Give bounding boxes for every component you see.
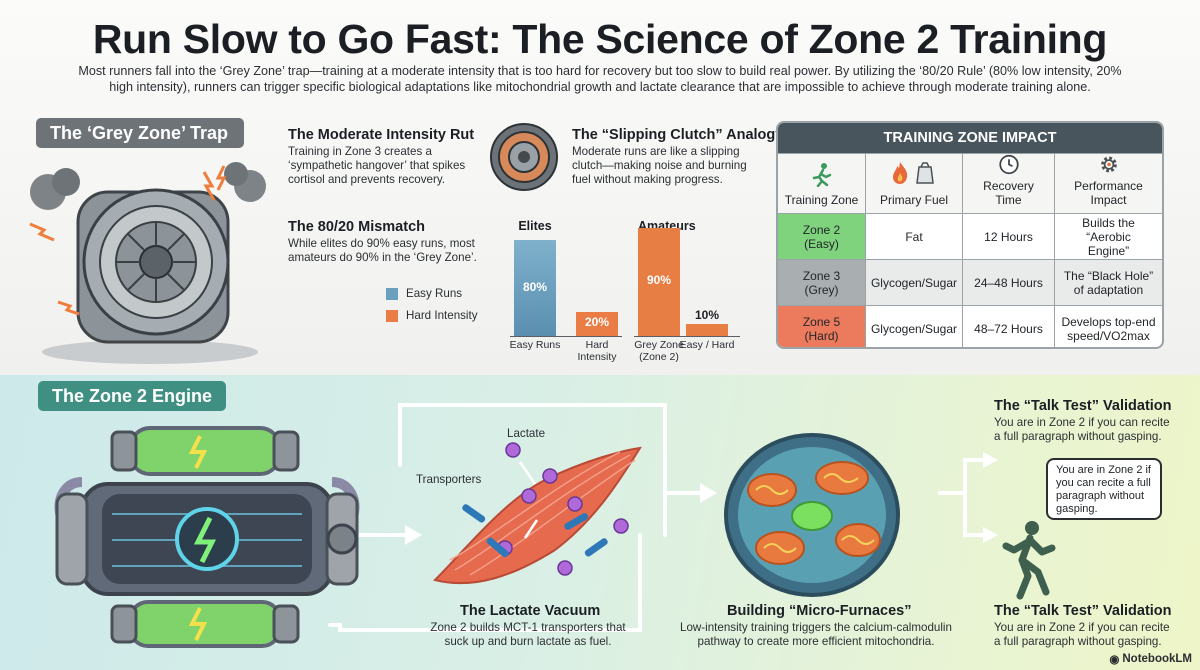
recovery-cell: 48–72 Hours [963,306,1055,347]
talk-test-heading-top: The “Talk Test” Validation [994,398,1172,414]
brand-name: NotebookLM [1122,653,1192,665]
muscle-fiber-illustration [433,442,642,585]
battery-engine-illustration [54,426,360,648]
rut-text: Training in Zone 3 creates a ‘sympatheti… [288,145,466,186]
header-primary-fuel-label: Primary Fuel [879,193,948,207]
impact-cell: The “Black Hole” of adaptation [1063,268,1154,297]
chart-bar [686,324,728,336]
chart-group-title: Elites [518,219,552,233]
rut-heading: The Moderate Intensity Rut [288,127,475,143]
clutch-text: Moderate runs are like a slipping clutch… [572,145,747,186]
clutch-disc-icon [490,123,558,191]
chart-value-label: 80% [522,280,548,295]
runner-icon [812,163,831,187]
flow-arrows [328,403,998,632]
training-zone-table: TRAINING ZONE IMPACT Training Zone Prima… [776,121,1164,349]
grey-zone-label: The ‘Grey Zone’ Trap [36,118,244,148]
page-title: Run Slow to Go Fast: The Science of Zone… [92,16,1108,62]
lactate-vacuum-text: Zone 2 builds MCT-1 transporters that su… [430,621,626,648]
gear-icon [1100,156,1117,173]
speech-bubble: You are in Zone 2 if you can recite a fu… [1046,458,1162,520]
transporters-label: Transporters [416,473,482,486]
brand-logo: ◉ NotebookLM [1109,652,1192,666]
mitochondria-cell-illustration [724,433,900,597]
micro-furnaces-heading: Building “Micro-Furnaces” [727,603,912,619]
chart-category-label: Grey Zone (Zone 2) [634,339,684,363]
zone-cell: Zone 2 (Easy) [778,214,866,259]
chart-bar [576,312,618,336]
micro-furnaces-text: Low-intensity training triggers the calc… [680,621,952,648]
legend-hard-label: Hard Intensity [406,309,478,322]
clutch-illustration [29,162,266,364]
legend-hard-swatch [386,309,398,322]
chart-value-label: 10% [694,308,720,322]
brand-icon: ◉ [1109,654,1120,666]
fuel-cell: Glycogen/Sugar [866,306,963,347]
fuel-cell: Glycogen/Sugar [866,260,963,305]
mismatch-heading: The 80/20 Mismatch [288,219,425,235]
recovery-cell: 24–48 Hours [963,260,1055,305]
chart-category-label: Easy / Hard [679,339,735,351]
mismatch-text: While elites do 90% easy runs, most amat… [288,237,477,264]
clock-icon [998,154,1019,175]
header-primary-fuel: Primary Fuel [866,154,963,213]
header-performance-impact: Performance Impact [1055,154,1162,213]
runner-figure-icon [1002,521,1056,600]
lactate-vacuum-heading: The Lactate Vacuum [460,603,601,619]
zone2-engine-label: The Zone 2 Engine [38,381,226,411]
talk-test-heading-bottom: The “Talk Test” Validation [994,603,1172,619]
page-subtitle: Most runners fall into the ‘Grey Zone’ t… [78,64,1122,94]
zone-cell: Zone 3 (Grey) [778,260,866,305]
header-recovery-time-label: Recovery Time [983,179,1034,207]
zone-cell: Zone 5 (Hard) [778,306,866,347]
impact-cell: Builds the “Aerobic Engine” [1082,215,1135,258]
table-row: Zone 5 (Hard) Glycogen/Sugar 48–72 Hours… [778,305,1162,347]
table-row: Zone 3 (Grey) Glycogen/Sugar 24–48 Hours… [778,259,1162,305]
table-title: TRAINING ZONE IMPACT [778,123,1162,153]
chart-category-label: Easy Runs [509,339,561,351]
lactate-label: Lactate [507,427,546,440]
talk-test-text-bottom: You are in Zone 2 if you can recite a fu… [994,621,1170,648]
impact-cell: Develops top-end speed/VO2max [1061,314,1156,343]
legend-easy-label: Easy Runs [406,287,463,300]
sugar-bag-icon [916,162,934,184]
chart-bar [514,240,556,336]
legend-easy: Easy Runs [386,287,462,300]
fuel-cell: Fat [866,214,963,259]
chart-bar [638,228,680,336]
legend-easy-swatch [386,287,398,300]
table-row: Zone 2 (Easy) Fat 12 Hours Builds the “A… [778,213,1162,259]
recovery-cell: 12 Hours [963,214,1055,259]
legend-hard: Hard Intensity [386,309,478,322]
chart-value-label: 90% [646,273,672,288]
header-training-zone: Training Zone [778,154,866,213]
chart-baseline [634,336,740,337]
chart-baseline [510,336,622,337]
chart-category-label: Hard Intensity [577,339,617,363]
header-recovery-time: Recovery Time [963,154,1055,213]
clutch-heading: The “Slipping Clutch” Analogy [572,127,784,143]
chart-value-label: 20% [584,315,610,329]
talk-test-text-top: You are in Zone 2 if you can recite a fu… [994,416,1170,443]
table-header-row: Training Zone Primary Fuel Recovery Time [778,153,1162,213]
flame-icon [893,162,908,184]
header-training-zone-label: Training Zone [784,193,859,207]
header-performance-impact-label: Performance Impact [1074,179,1143,207]
